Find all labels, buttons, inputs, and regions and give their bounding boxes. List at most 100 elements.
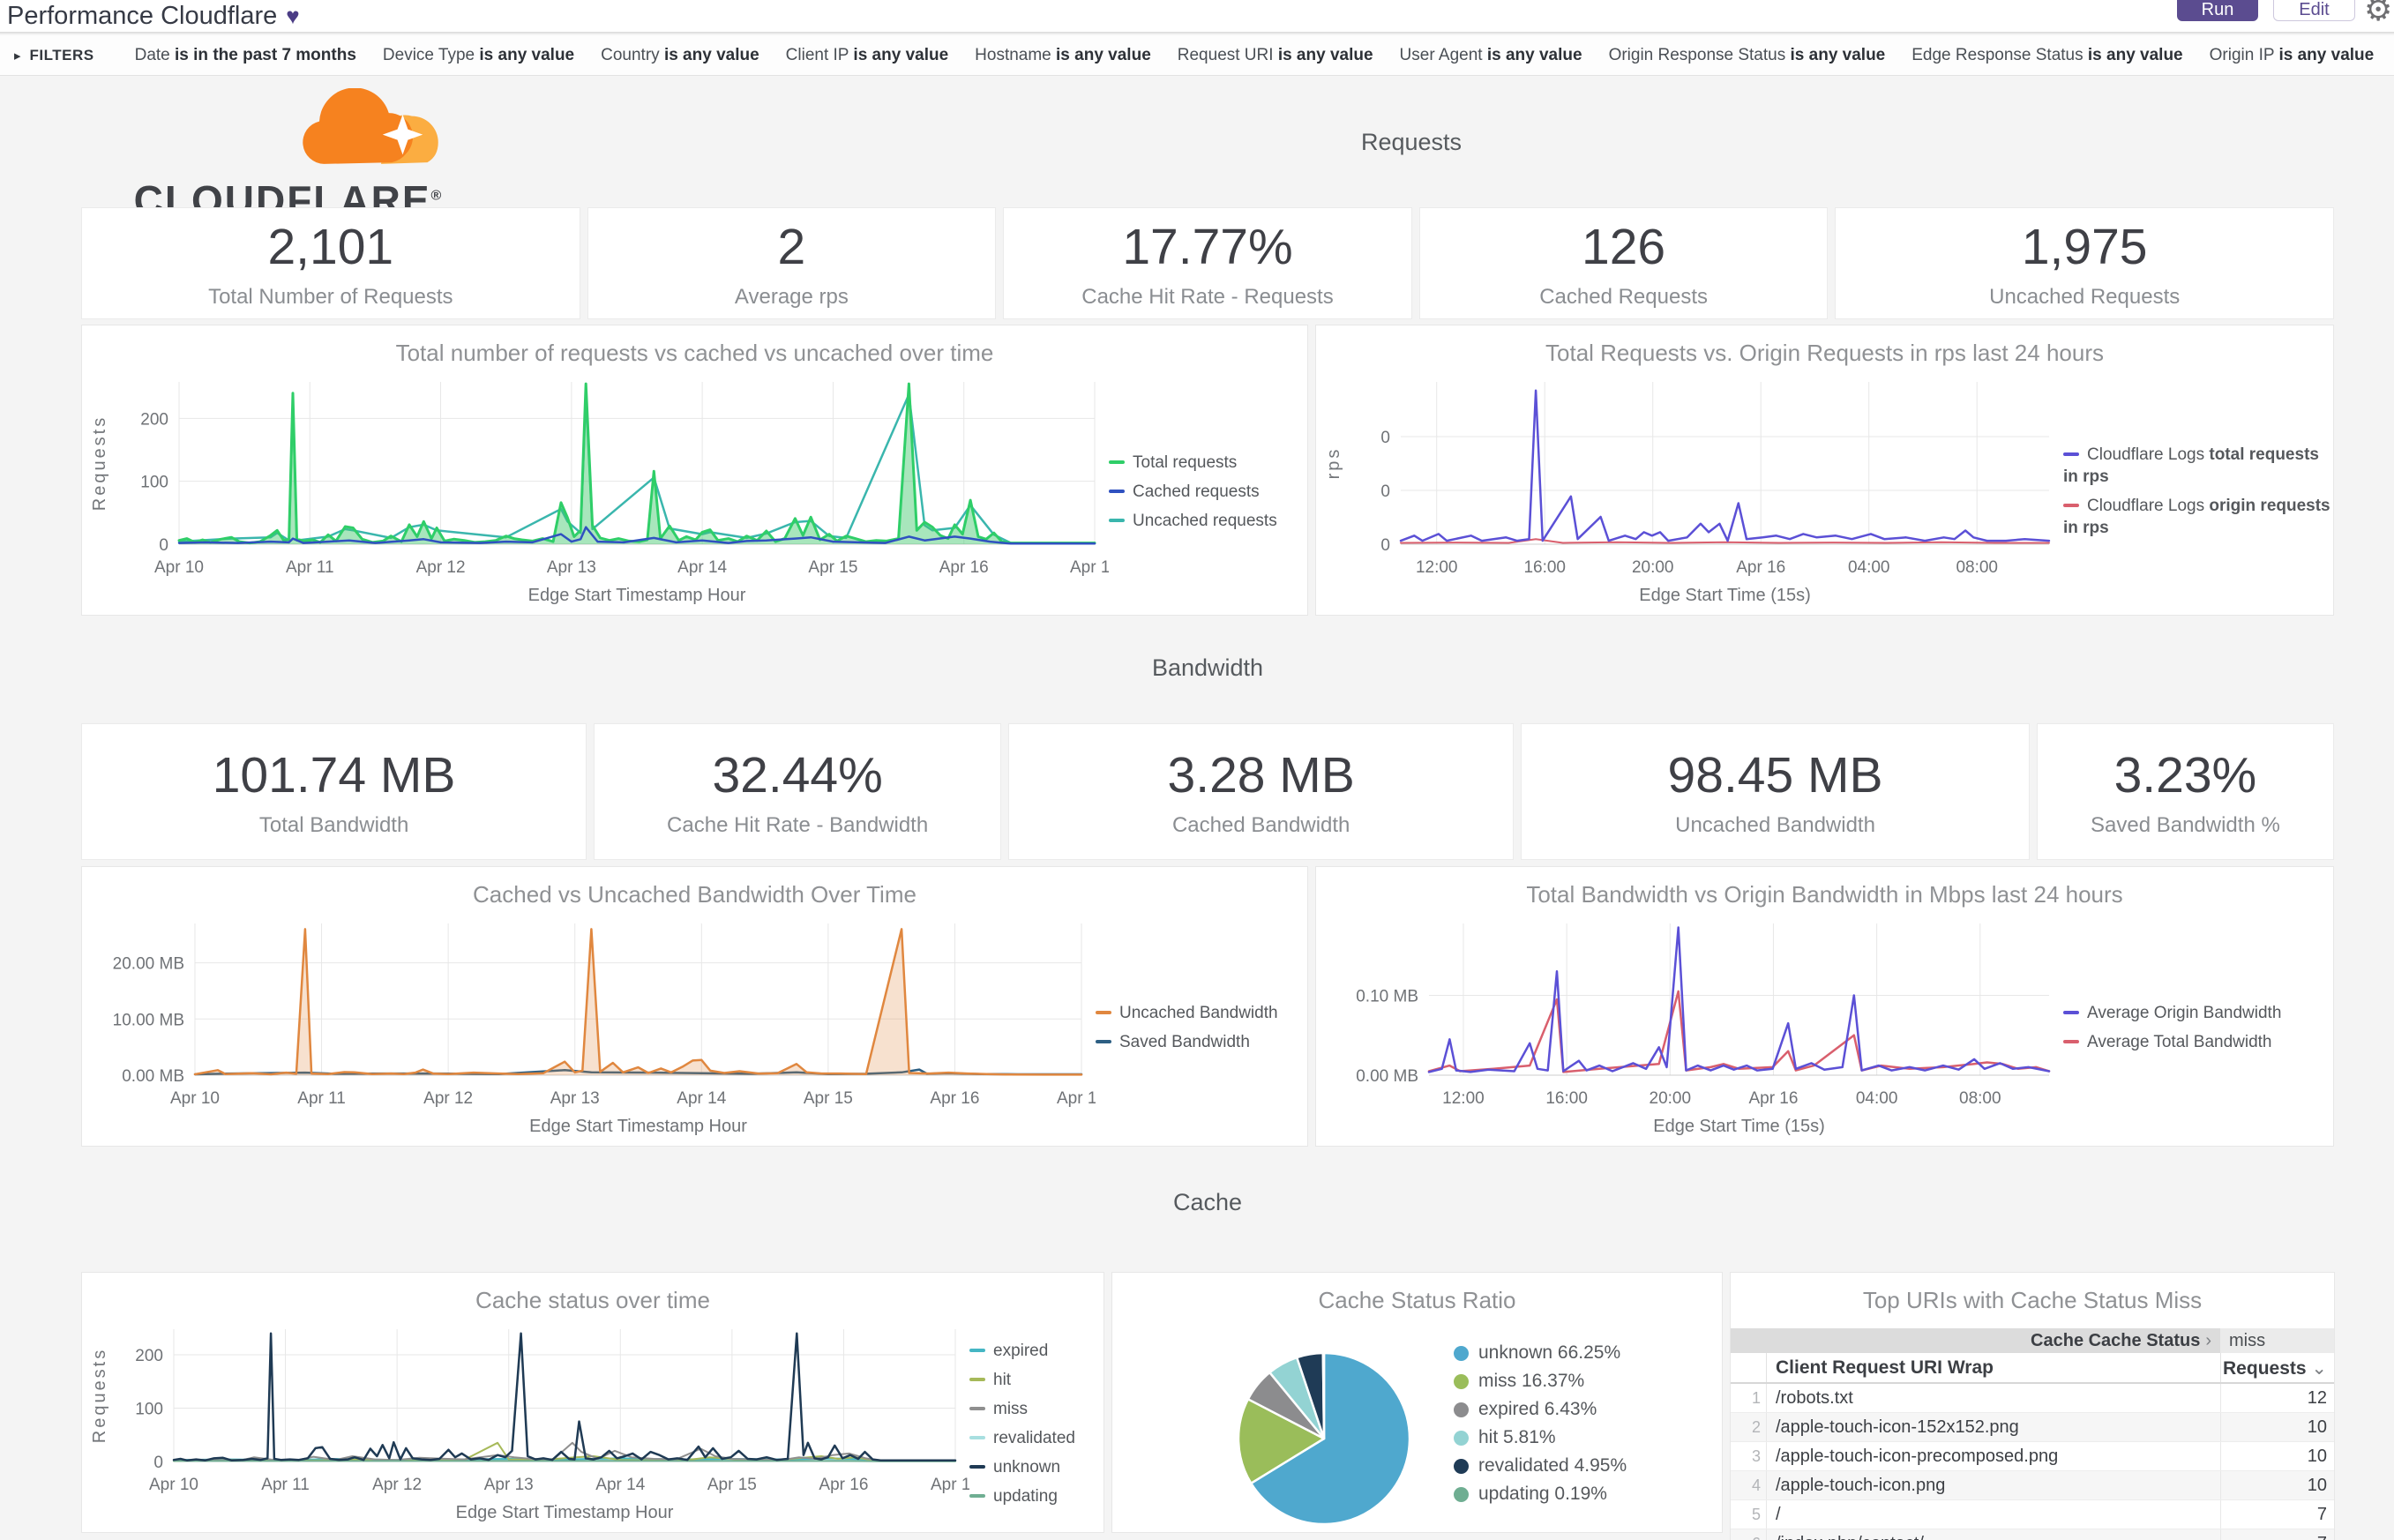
- filter-item[interactable]: Hostname is any value: [975, 45, 1151, 64]
- svg-text:0.10 MB: 0.10 MB: [1356, 987, 1418, 1005]
- table-row: 2/apple-touch-icon-152x152.png 10: [1731, 1413, 2334, 1442]
- filter-item[interactable]: User Agent is any value: [1399, 45, 1582, 64]
- legend-item: expired: [969, 1340, 1103, 1362]
- table-group-field[interactable]: Cache Cache Status ›: [1731, 1328, 2220, 1353]
- row-requests: 10: [2220, 1471, 2334, 1499]
- filter-item[interactable]: Device Type is any value: [382, 45, 575, 64]
- filter-item[interactable]: Client IP is any value: [785, 45, 949, 64]
- panel-cache-status-ratio: Cache Status Ratio unknown 66.25% miss 16…: [1111, 1272, 1723, 1533]
- svg-text:16:00: 16:00: [1523, 558, 1566, 577]
- chart-title: Total Requests vs. Origin Requests in rp…: [1545, 340, 2104, 366]
- table-body: 1/robots.txt 12 2/apple-touch-icon-152x152…: [1731, 1384, 2334, 1540]
- requests-charts-row: Total number of requests vs cached vs un…: [81, 325, 2334, 616]
- cloudflare-cloud-icon: [303, 88, 438, 164]
- kpi-label: Total Bandwidth: [258, 812, 409, 837]
- kpi-uncached-bandwidth: 98.45 MB Uncached Bandwidth: [1521, 723, 2030, 860]
- row-requests: 12: [2220, 1384, 2334, 1412]
- legend-item: Average Origin Bandwidth: [2063, 1002, 2333, 1024]
- legend-swatch: [1096, 1011, 1111, 1014]
- svg-text:Apr 16: Apr 16: [930, 1089, 979, 1108]
- kpi-cache-hit-rate-requests: 17.77% Cache Hit Rate - Requests: [1003, 207, 1412, 319]
- legend-swatch: [969, 1436, 985, 1439]
- panel-bandwidth-over-time: Cached vs Uncached Bandwidth Over Time 0…: [81, 866, 1308, 1147]
- svg-text:08:00: 08:00: [1956, 558, 1998, 577]
- section-header-cache: Cache: [1172, 1189, 1243, 1215]
- row-index: 2: [1751, 1418, 1761, 1436]
- uri-column-header[interactable]: Client Request URI Wrap: [1766, 1353, 2220, 1382]
- svg-text:Apr 13: Apr 13: [547, 558, 596, 577]
- chart-svg: 0 100 200 Apr 10 Apr 11 Apr 12 Apr 13 Apr 14 Apr…: [90, 382, 1109, 605]
- index-column-header: [1731, 1353, 1766, 1382]
- svg-text:Apr 13: Apr 13: [550, 1089, 600, 1108]
- kpi-label: Uncached Requests: [1989, 284, 2181, 309]
- svg-text:0: 0: [1380, 536, 1390, 555]
- pie-legend-item: unknown 66.25%: [1454, 1342, 1722, 1364]
- run-button[interactable]: Run: [2177, 0, 2258, 21]
- legend-item: Uncached requests: [1109, 510, 1307, 532]
- filter-item[interactable]: Origin IP is any value: [2209, 45, 2375, 64]
- kpi-label: Average rps: [734, 284, 849, 309]
- cloudflare-logo: CLOUDFLARE®: [81, 81, 496, 223]
- legend-swatch: [2063, 1040, 2079, 1043]
- legend-item: Total requests: [1109, 452, 1307, 474]
- section-header-bandwidth: Bandwidth: [1151, 654, 1264, 681]
- svg-text:Edge Start Timestamp Hour: Edge Start Timestamp Hour: [456, 1503, 674, 1522]
- svg-text:Apr 10: Apr 10: [154, 558, 204, 577]
- svg-text:Apr 12: Apr 12: [423, 1089, 473, 1108]
- filter-item[interactable]: Origin Response Status is any value: [1608, 45, 1886, 64]
- kpi-cache-hit-rate-bandwidth: 32.44% Cache Hit Rate - Bandwidth: [594, 723, 1002, 860]
- requests-column-header[interactable]: Requests ⌄: [2220, 1353, 2334, 1382]
- legend-item: Cloudflare Logs origin requests in rps: [2063, 497, 2330, 537]
- legend-swatch: [969, 1465, 985, 1469]
- rps-24h-chart: 0 0 0 12:00 16:00 20:00 Apr 16 04:00 08:00 Edge S…: [1316, 368, 2063, 615]
- svg-text:0: 0: [159, 536, 168, 555]
- row-uri: /apple-touch-icon.png: [1766, 1471, 2220, 1499]
- pie-svg: [1237, 1351, 1411, 1526]
- kpi-cached-requests: 126 Cached Requests: [1418, 207, 1829, 319]
- chart-legend: Total requests Cached requests Uncached re…: [1109, 368, 1307, 615]
- chevron-right-icon: ›: [2205, 1331, 2211, 1350]
- svg-text:12:00: 12:00: [1416, 558, 1458, 577]
- svg-text:20:00: 20:00: [1650, 1089, 1692, 1108]
- svg-text:100: 100: [140, 474, 168, 492]
- svg-text:Apr 12: Apr 12: [372, 1476, 422, 1494]
- svg-text:08:00: 08:00: [1959, 1089, 2001, 1108]
- legend-item: Saved Bandwidth: [1096, 1031, 1307, 1053]
- chart-title: Cache status over time: [475, 1287, 710, 1313]
- legend-item: Uncached Bandwidth: [1096, 1002, 1307, 1024]
- table-row: 5 /7: [1731, 1500, 2334, 1529]
- filter-item[interactable]: Edge Response Status is any value: [1911, 45, 2183, 64]
- legend-item: unknown: [969, 1456, 1103, 1478]
- row-requests: 10: [2220, 1442, 2334, 1470]
- svg-text:Apr 15: Apr 15: [808, 558, 857, 577]
- edit-button[interactable]: Edit: [2273, 0, 2355, 21]
- svg-text:Apr 10: Apr 10: [149, 1476, 198, 1494]
- svg-text:Apr 16: Apr 16: [819, 1476, 868, 1494]
- gear-icon[interactable]: ⚙: [2364, 0, 2393, 27]
- panel-requests-over-time: Total number of requests vs cached vs un…: [81, 325, 1308, 616]
- chart-legend: expired hit miss revalidated unknown updating: [969, 1315, 1103, 1532]
- filter-item[interactable]: Request URI is any value: [1177, 45, 1373, 64]
- legend-swatch: [2063, 452, 2079, 456]
- kpi-label: Uncached Bandwidth: [1675, 812, 1875, 837]
- svg-text:100: 100: [135, 1401, 163, 1419]
- filters-toggle[interactable]: ▸ FILTERS: [14, 47, 94, 64]
- pie-legend-item: expired 6.43%: [1454, 1399, 1722, 1420]
- panel-cache-status-over-time: Cache status over time 0 100 200 Apr 10 Apr …: [81, 1272, 1104, 1533]
- legend-swatch: [1109, 489, 1125, 493]
- legend-swatch: [2063, 1011, 2079, 1014]
- chart-svg: 0.00 MB 0.10 MB 12:00 16:00 20:00 Apr 16 04:00…: [1356, 923, 2051, 1136]
- pie-legend-dot: [1454, 1458, 1469, 1474]
- row-uri: /: [1766, 1500, 2220, 1529]
- kpi-label: Cache Hit Rate - Requests: [1081, 284, 1334, 309]
- legend-item: revalidated: [969, 1427, 1103, 1449]
- svg-text:200: 200: [135, 1347, 163, 1365]
- table-column-headers: Client Request URI Wrap Requests ⌄: [1731, 1353, 2334, 1384]
- svg-text:Edge Start Timestamp Hour: Edge Start Timestamp Hour: [528, 586, 746, 605]
- kpi-label: Cached Bandwidth: [1171, 812, 1350, 837]
- svg-text:0: 0: [1380, 482, 1390, 501]
- svg-text:Edge Start Time (15s): Edge Start Time (15s): [1639, 586, 1811, 605]
- legend-swatch: [2063, 504, 2079, 507]
- filter-item[interactable]: Country is any value: [601, 45, 759, 64]
- filter-item[interactable]: Date is in the past 7 months: [134, 45, 356, 64]
